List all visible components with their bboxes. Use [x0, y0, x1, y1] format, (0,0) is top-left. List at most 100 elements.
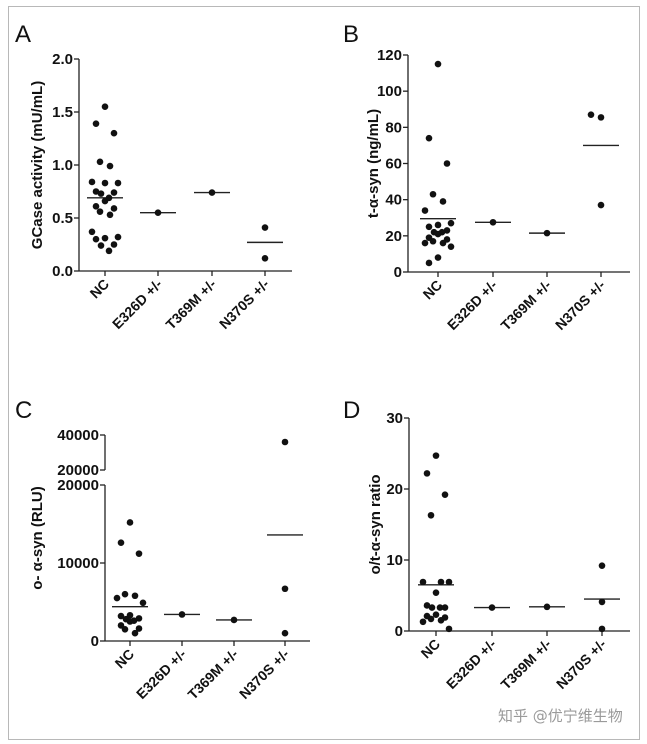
data-point [489, 218, 497, 226]
data-point [105, 247, 113, 255]
data-point [126, 618, 134, 625]
x-tick-label: E326D +/- [133, 646, 189, 702]
x-tick-label: NC [417, 636, 443, 662]
panel-label: A [15, 21, 31, 48]
data-point [439, 239, 447, 247]
data-point [425, 259, 433, 267]
data-point [88, 228, 96, 236]
x-tick-label: NC [419, 277, 445, 303]
data-point [428, 604, 436, 611]
data-point [101, 179, 109, 187]
x-tick-label: NC [111, 646, 137, 672]
data-point [598, 598, 606, 606]
data-point [97, 190, 105, 197]
y-tick-label: 10000 [57, 555, 99, 572]
data-point [429, 190, 437, 198]
panel-a: A 0.0 0.5 1.0 1.5 2.0 GCase activity (mU/mL) NC… [15, 21, 292, 333]
data-point [441, 604, 449, 611]
data-point [437, 578, 445, 586]
x-tick-label: E326D +/- [443, 636, 499, 692]
data-point [439, 198, 447, 205]
data-point [436, 604, 444, 611]
data-point [126, 519, 134, 526]
data-point [106, 211, 114, 219]
data-point [434, 254, 442, 261]
data-point [443, 227, 451, 234]
data-point [427, 615, 435, 623]
data-point [437, 617, 445, 624]
data-point [114, 179, 122, 187]
y-tick-label: 0.5 [52, 210, 73, 227]
data-point [101, 103, 109, 110]
x-tick-label: T369M +/- [162, 276, 219, 333]
data-point [131, 629, 139, 637]
data-point [135, 625, 143, 632]
data-point [92, 203, 100, 210]
data-point [281, 585, 289, 593]
data-point [88, 178, 96, 186]
data-point [101, 234, 109, 242]
data-point [447, 219, 455, 227]
data-point [587, 111, 595, 118]
data-point [429, 237, 437, 245]
y-axis-label: t-α-syn (ng/mL) [365, 109, 382, 218]
watermark: 知乎 @优宁维生物 [498, 707, 623, 725]
data-point [117, 612, 125, 620]
data-point [543, 229, 551, 237]
data-point [110, 205, 118, 212]
data-point [441, 491, 449, 498]
data-point [445, 625, 453, 633]
y-tick-label: 20000 [57, 477, 99, 494]
data-point [131, 592, 139, 600]
data-point [597, 114, 605, 121]
x-tick-label: N370S +/- [552, 277, 608, 333]
data-point [135, 550, 143, 557]
data-point [425, 134, 433, 142]
data-point [432, 452, 440, 459]
y-tick-label: 1.0 [52, 157, 73, 174]
x-tick-label: N370S +/- [553, 636, 609, 692]
y-tick-label: 60 [385, 156, 402, 173]
y-tick-label: 0 [395, 623, 403, 640]
data-point [101, 197, 109, 205]
data-point [488, 604, 496, 611]
data-point [421, 207, 429, 214]
data-point [281, 438, 289, 446]
y-tick-label: 100 [377, 83, 402, 100]
data-point [597, 201, 605, 209]
x-tick-label: T369M +/- [184, 646, 241, 703]
data-point [92, 120, 100, 127]
data-point [117, 539, 125, 547]
y-axis-label: GCase activity (mU/mL) [29, 81, 46, 249]
data-point [139, 599, 147, 607]
data-point [445, 578, 453, 586]
data-point [419, 618, 427, 626]
data-point [432, 611, 440, 618]
data-point [92, 188, 100, 195]
y-tick-label: 20 [385, 228, 402, 245]
y-tick-label: 2.0 [52, 51, 73, 68]
data-point [432, 589, 440, 596]
data-point [114, 233, 122, 241]
data-point [106, 162, 114, 170]
data-point [423, 602, 431, 609]
data-point [113, 594, 121, 602]
data-point [423, 470, 431, 477]
x-tick-label: N370S +/- [216, 276, 272, 332]
y-tick-label: 80 [385, 119, 402, 136]
data-point [208, 189, 216, 196]
y-tick-label: 20 [386, 481, 403, 498]
data-point [96, 158, 104, 166]
data-point [154, 209, 162, 216]
data-point [419, 578, 427, 586]
data-point [135, 615, 143, 622]
data-point [447, 243, 455, 250]
panel-label: B [343, 21, 359, 48]
data-point [281, 629, 289, 637]
x-tick-label: E326D +/- [109, 276, 165, 332]
y-tick-label: 40 [385, 192, 402, 209]
y-axis-label: o- α-syn (RLU) [29, 486, 46, 589]
y-tick-label: 0.0 [52, 263, 73, 280]
y-tick-label: 0 [91, 633, 99, 650]
